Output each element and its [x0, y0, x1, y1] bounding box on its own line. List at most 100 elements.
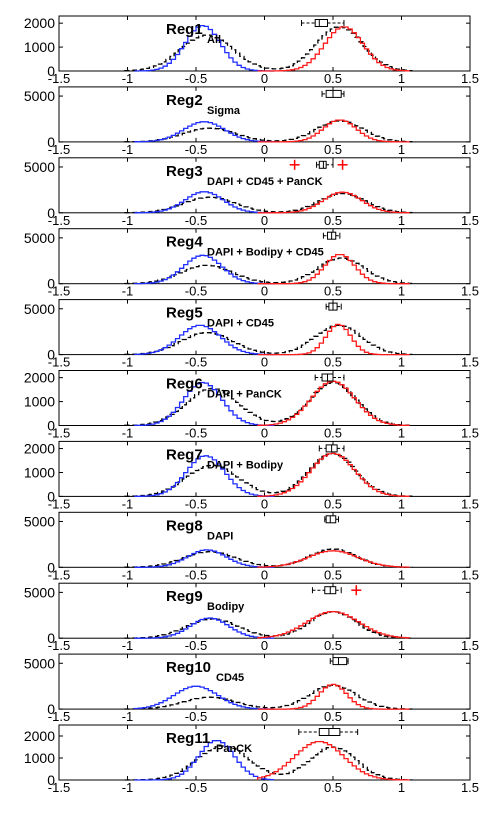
x-tick-label: -1 — [122, 709, 134, 724]
boxplot-box — [325, 515, 337, 524]
x-tick-label: 0.5 — [324, 780, 342, 795]
red-histogram — [256, 740, 410, 781]
panel-title: Reg8 — [166, 517, 203, 534]
panel-subtitle: DAPI + Bodipy + CD45 — [207, 247, 324, 259]
x-tick-label: 1.5 — [461, 426, 479, 441]
x-tick-label: -1.5 — [48, 142, 70, 157]
panel-subtitle: DAPI + PanCK — [207, 389, 282, 401]
x-tick-label: 1.5 — [461, 71, 479, 86]
y-tick-label: 0 — [47, 134, 55, 150]
panel-subtitle: DAPI + CD45 — [207, 318, 274, 330]
panel-reg4: 0 5000 -1.5 -1 -0.5 0 0.5 1 1.5 Reg4 DAPI + Bodipy… — [24, 228, 479, 299]
x-tick-label: 1 — [398, 496, 405, 511]
y-tick-label: 0 — [47, 347, 55, 363]
x-tick-label: -0.5 — [185, 567, 207, 582]
y-tick-label: 0 — [47, 205, 55, 221]
x-tick-label: 1.5 — [461, 780, 479, 795]
blue-histogram — [133, 121, 275, 143]
y-tick-label: 2000 — [24, 441, 55, 457]
x-tick-label: -1.5 — [48, 71, 70, 86]
x-tick-label: 1 — [398, 780, 405, 795]
y-tick-label: 0 — [47, 488, 55, 504]
panel-reg6: 0 1000 2000 -1.5 -1 -0.5 0 0.5 1 1.5 Reg6 DAPI + Pa… — [24, 370, 479, 441]
panel-title: Reg7 — [166, 446, 203, 463]
x-tick-label: 1 — [398, 355, 405, 370]
boxplot-box — [314, 19, 329, 27]
y-tick-label: 0 — [47, 630, 55, 646]
red-histogram — [256, 610, 410, 639]
x-tick-label: 0 — [261, 213, 268, 228]
x-tick-label: -1 — [122, 638, 134, 653]
blue-histogram — [133, 254, 275, 285]
x-tick-label: 1.5 — [461, 284, 479, 299]
x-tick-label: -1 — [122, 426, 134, 441]
red-histogram — [257, 253, 410, 285]
y-tick-label: 2000 — [24, 15, 55, 31]
blue-histogram — [134, 617, 275, 639]
x-tick-label: -0.5 — [185, 355, 207, 370]
x-tick-label: -1.5 — [48, 709, 70, 724]
x-tick-label: -0.5 — [185, 71, 207, 86]
x-tick-label: 0 — [261, 284, 268, 299]
y-tick-label: 5000 — [24, 513, 55, 529]
x-tick-label: 0 — [261, 638, 268, 653]
x-tick-label: -0.5 — [185, 284, 207, 299]
panel-title: Reg3 — [166, 163, 203, 180]
blue-histogram — [134, 740, 275, 781]
red-histogram — [257, 26, 410, 72]
x-tick-label: -1 — [122, 213, 134, 228]
axes-box — [58, 582, 471, 639]
x-tick-label: -0.5 — [185, 709, 207, 724]
x-tick-label: 1 — [398, 709, 405, 724]
y-tick-label: 0 — [47, 701, 55, 717]
x-tick-label: 0.5 — [324, 709, 342, 724]
panel-subtitle: CD45 — [216, 672, 244, 684]
x-tick-label: 0.5 — [324, 496, 342, 511]
y-tick-label: 2000 — [24, 370, 55, 386]
axes-box — [58, 86, 471, 143]
panel-reg9: 0 5000 -1.5 -1 -0.5 0 0.5 1 1.5 Reg9 Bodipy — [24, 582, 479, 653]
axes-box — [58, 299, 471, 356]
y-tick-label: 5000 — [24, 88, 55, 104]
axes-box — [58, 228, 471, 285]
axes-box — [58, 653, 471, 710]
y-tick-label: 1000 — [24, 39, 55, 55]
boxplot-box — [318, 728, 341, 736]
x-tick-label: 1.5 — [461, 355, 479, 370]
x-tick-label: 0.5 — [324, 355, 342, 370]
x-tick-label: 0 — [261, 426, 268, 441]
x-tick-label: 0.5 — [324, 567, 342, 582]
boxplot-box — [332, 657, 348, 666]
axes-box — [58, 511, 471, 568]
x-tick-label: -1 — [122, 780, 134, 795]
x-tick-label: -0.5 — [185, 213, 207, 228]
x-tick-label: 1 — [398, 426, 405, 441]
x-tick-label: -1.5 — [48, 496, 70, 511]
black-dashed-histogram — [124, 120, 413, 143]
y-tick-label: 1000 — [24, 394, 55, 410]
panel-reg10: 0 5000 -1.5 -1 -0.5 0 0.5 1 1.5 Reg10 CD45 — [24, 653, 479, 724]
x-tick-label: 1 — [398, 567, 405, 582]
x-tick-label: 0 — [261, 780, 268, 795]
x-tick-label: -1.5 — [48, 780, 70, 795]
y-tick-label: 1000 — [24, 750, 55, 766]
x-tick-label: -0.5 — [185, 426, 207, 441]
y-tick-label: 0 — [47, 418, 55, 434]
black-dashed-histogram — [124, 26, 413, 72]
y-tick-label: 0 — [47, 559, 55, 575]
x-tick-label: 0 — [261, 71, 268, 86]
x-tick-label: -1 — [122, 71, 134, 86]
x-tick-label: 0.5 — [324, 71, 342, 86]
x-tick-label: -1.5 — [48, 284, 70, 299]
y-tick-label: 5000 — [24, 655, 55, 671]
boxplot-box — [318, 160, 327, 169]
y-tick-label: 5000 — [24, 159, 55, 175]
x-tick-label: -1.5 — [48, 213, 70, 228]
y-tick-label: 1000 — [24, 464, 55, 480]
black-dashed-histogram — [124, 324, 413, 356]
x-tick-label: -1.5 — [48, 567, 70, 582]
x-tick-label: -1 — [122, 142, 134, 157]
red-histogram — [257, 119, 410, 143]
